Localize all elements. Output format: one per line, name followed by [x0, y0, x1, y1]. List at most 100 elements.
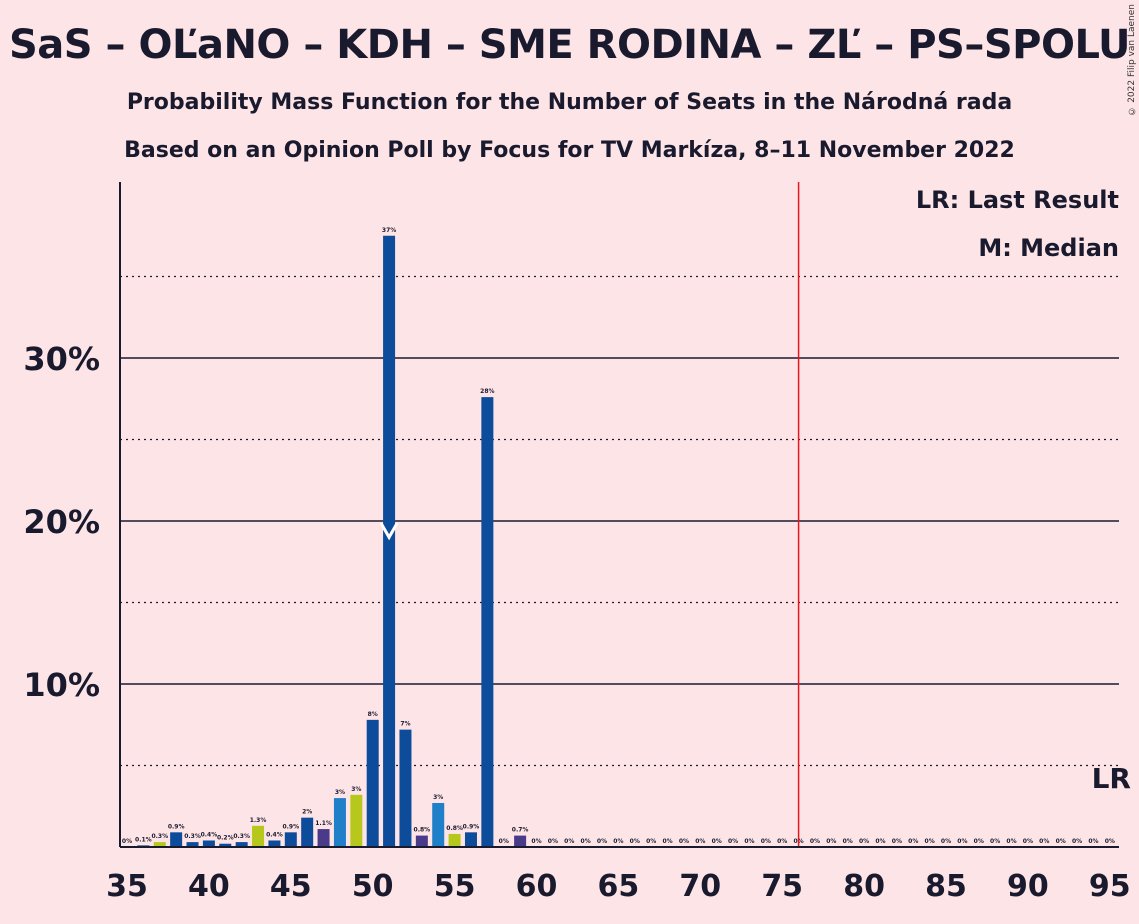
x-tick-label: 60: [516, 869, 558, 904]
bar-value-label: 0.3%: [151, 833, 168, 840]
bar-value-label: 1.1%: [315, 820, 332, 827]
bar-value-label: 0%: [122, 838, 132, 845]
bar-value-label: 0%: [1023, 838, 1033, 845]
x-tick-label: 65: [598, 869, 640, 904]
bar-value-label: 0.4%: [266, 831, 283, 838]
chart-title: SaS – OĽaNO – KDH – SME RODINA – ZĽ – PS…: [9, 22, 1130, 68]
bar-value-label: 0.9%: [463, 823, 480, 830]
bar-value-label: 0%: [1056, 838, 1066, 845]
bar-seats-54: [432, 802, 445, 847]
bar-value-label: 2%: [302, 809, 312, 816]
bar-seats-38: [170, 832, 183, 847]
bar-value-label: 0.1%: [135, 836, 152, 843]
y-tick-label: 20%: [23, 503, 100, 541]
bar-value-label: 0%: [728, 838, 738, 845]
chart-source: Based on an Opinion Poll by Focus for TV…: [124, 138, 1015, 163]
bar-value-label: 0.3%: [233, 833, 250, 840]
x-tick-label: 90: [1007, 869, 1049, 904]
bar-value-label: 0%: [941, 838, 951, 845]
bar-value-label: 0%: [990, 838, 1000, 845]
bar-seats-40: [202, 840, 215, 847]
bar-seats-56: [464, 832, 477, 847]
x-tick-label: 50: [352, 869, 394, 904]
y-tick-label: 30%: [23, 340, 100, 378]
bar-seats-48: [333, 798, 346, 847]
bar-value-label: 0%: [499, 838, 509, 845]
x-tick-label: 75: [761, 869, 803, 904]
x-tick-label: 35: [106, 869, 148, 904]
bar-value-label: 0.9%: [282, 823, 299, 830]
bar-value-label: 0%: [908, 838, 918, 845]
legend-last-result: LR: Last Result: [915, 186, 1119, 214]
x-tick-label: 80: [843, 869, 885, 904]
bar-seats-55: [448, 833, 461, 847]
bar-value-label: 0%: [564, 838, 574, 845]
x-tick-label: 55: [434, 869, 476, 904]
x-tick-label: 85: [925, 869, 967, 904]
x-tick-label: 95: [1089, 869, 1131, 904]
bar-value-label: 3%: [433, 794, 443, 801]
last-result-marker-label: LR: [1092, 762, 1131, 795]
legend-median: M: Median: [978, 234, 1119, 262]
chart-subtitle: Probability Mass Function for the Number…: [126, 90, 1013, 115]
bar-value-label: 7%: [400, 721, 410, 728]
bar-seats-47: [317, 829, 330, 847]
bar-value-label: 0%: [597, 838, 607, 845]
bar-value-label: 0%: [662, 838, 672, 845]
bar-value-label: 0%: [548, 838, 558, 845]
bar-seats-50: [366, 719, 379, 847]
bar-value-label: 0%: [1006, 838, 1016, 845]
bar-value-label: 28%: [480, 388, 494, 395]
x-tick-label: 45: [270, 869, 312, 904]
bar-seats-51: [383, 235, 396, 847]
bar-value-label: 0%: [679, 838, 689, 845]
bar-value-label: 0.8%: [446, 825, 463, 832]
bar-value-label: 0.8%: [414, 827, 431, 834]
bar-value-label: 0%: [630, 838, 640, 845]
bar-seats-46: [301, 817, 314, 847]
bar-value-label: 0%: [810, 838, 820, 845]
bar-value-label: 3%: [335, 789, 345, 796]
bar-seats-41: [219, 843, 232, 847]
bar-value-label: 0%: [875, 838, 885, 845]
bar-value-label: 0%: [646, 838, 656, 845]
bar-value-label: 0%: [581, 838, 591, 845]
bar-value-label: 0%: [843, 838, 853, 845]
bar-value-label: 0%: [974, 838, 984, 845]
x-tick-label: 70: [679, 869, 721, 904]
bar-seats-45: [284, 832, 297, 847]
bar-seats-49: [350, 794, 363, 847]
bar-value-label: 8%: [368, 711, 378, 718]
median-marker: [379, 522, 399, 541]
bar-seats-52: [399, 729, 412, 847]
bar-seats-59: [514, 835, 527, 847]
bar-value-label: 0%: [712, 838, 722, 845]
bar-value-label: 0.7%: [512, 827, 529, 834]
bar-value-label: 0%: [531, 838, 541, 845]
bar-value-label: 0%: [1072, 838, 1082, 845]
bar-seats-43: [252, 825, 265, 847]
bar-seats-53: [415, 835, 428, 847]
bar-value-label: 37%: [382, 227, 396, 234]
bar-value-label: 0%: [925, 838, 935, 845]
bar-value-label: 0%: [957, 838, 967, 845]
bar-seats-44: [268, 840, 281, 847]
x-tick-label: 40: [188, 869, 230, 904]
bar-value-label: 0%: [761, 838, 771, 845]
bar-value-label: 0%: [1088, 838, 1098, 845]
bar-value-label: 1.3%: [250, 817, 267, 824]
bar-value-label: 0%: [892, 838, 902, 845]
bar-value-label: 0%: [744, 838, 754, 845]
bar-seats-39: [186, 842, 199, 847]
bar-seats-37: [153, 842, 166, 847]
bar-value-label: 0%: [613, 838, 623, 845]
bar-value-label: 0%: [826, 838, 836, 845]
bar-value-label: 0%: [695, 838, 705, 845]
bar-value-label: 0%: [1105, 838, 1115, 845]
y-tick-label: 10%: [23, 666, 100, 704]
bar-value-label: 0%: [859, 838, 869, 845]
bar-value-label: 0.9%: [168, 823, 185, 830]
bar-value-label: 0%: [777, 838, 787, 845]
bar-value-label: 0.3%: [184, 833, 201, 840]
